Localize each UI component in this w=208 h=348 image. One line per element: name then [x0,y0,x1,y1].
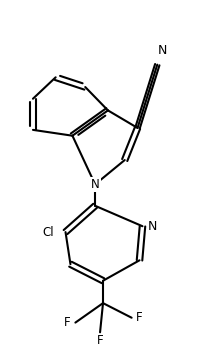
Text: N: N [91,178,99,191]
Text: N: N [148,220,157,233]
Text: F: F [64,316,71,329]
Text: F: F [97,334,103,347]
Text: N: N [157,44,167,57]
Text: F: F [136,311,143,324]
Text: Cl: Cl [42,226,54,239]
